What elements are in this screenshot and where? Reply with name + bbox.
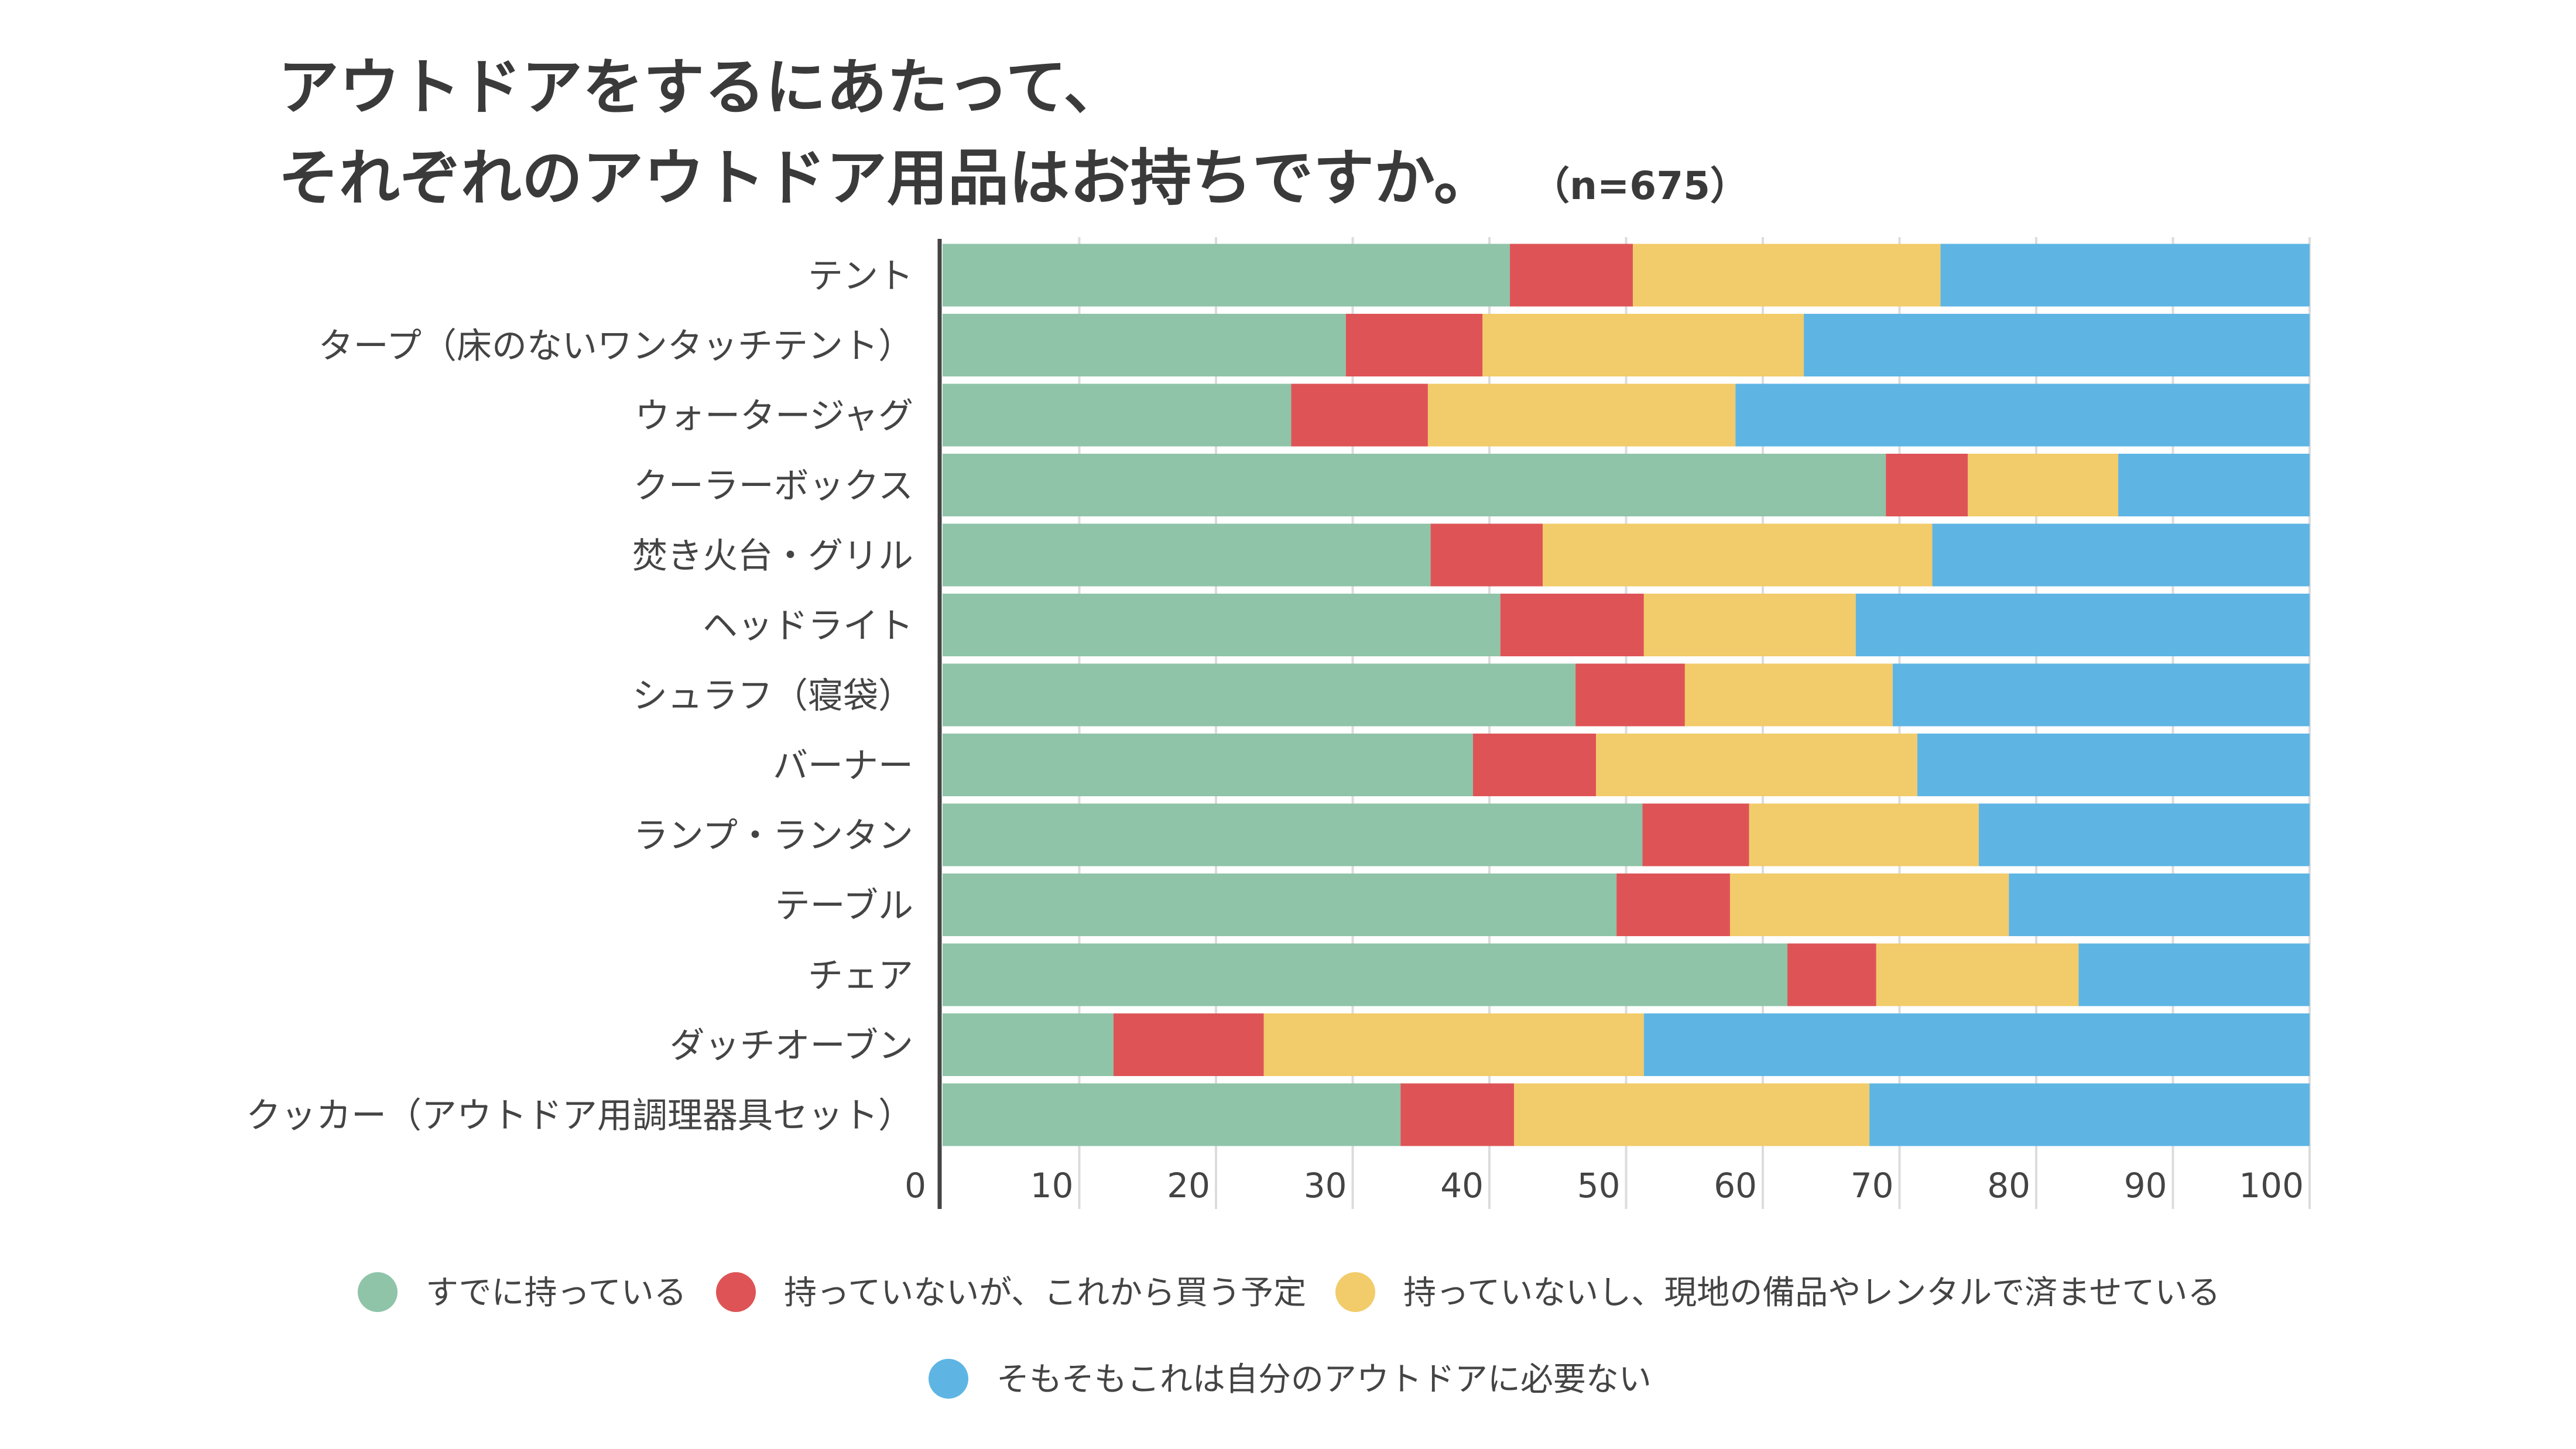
- bar-segment-2: [1430, 523, 1543, 587]
- legend-swatch-2: [716, 1272, 756, 1312]
- category-label: ダッチオーブン: [670, 1026, 913, 1067]
- bar-segment-1: [943, 594, 1501, 656]
- bar-segment-4: [1892, 663, 2310, 727]
- x-tick-label: 100: [2239, 1166, 2304, 1205]
- legend-swatch-1: [358, 1272, 398, 1312]
- bar-segment-3: [1876, 943, 2079, 1006]
- bar-segment-2: [1472, 734, 1597, 796]
- bar-segment-3: [1514, 1083, 1870, 1146]
- bar-segment-3: [1684, 663, 1893, 727]
- bar-segment-2: [1616, 873, 1730, 936]
- bar-segment-4: [1940, 244, 2310, 307]
- category-label: バーナー: [773, 746, 913, 787]
- bar-segment-2: [1575, 663, 1685, 727]
- bar-segment-2: [1510, 244, 1633, 307]
- legend-label-2: 持っていないが、これから買う予定: [784, 1274, 1306, 1312]
- bar-segment-4: [1869, 1083, 2310, 1146]
- bar-segment-2: [1345, 314, 1483, 376]
- legend-label-4: そもそもこれは自分のアウトドアに必要ない: [996, 1361, 1652, 1399]
- bar-segment-1: [943, 383, 1292, 447]
- category-label: テーブル: [775, 886, 913, 927]
- bar-segment-1: [943, 873, 1617, 936]
- bar-segment-2: [1291, 383, 1428, 447]
- category-label: タープ（床のないワンタッチテント）: [318, 326, 913, 367]
- x-tick-label: 0: [905, 1166, 926, 1205]
- x-tick-label: 10: [1030, 1166, 1074, 1205]
- bar-segment-2: [1787, 943, 1876, 1006]
- bar-segment-4: [1978, 803, 2310, 866]
- bar-segment-3: [1749, 803, 1979, 866]
- bar-segment-1: [943, 454, 1886, 516]
- bar-segment-4: [1804, 314, 2310, 376]
- bar-segment-1: [943, 803, 1643, 866]
- bar-segment-3: [1543, 523, 1933, 587]
- chart-title-line1: アウトドアをするにあたって、: [278, 52, 1125, 123]
- bar-segment-3: [1482, 314, 1804, 376]
- bar-segment-4: [1735, 383, 2310, 447]
- category-label: 焚き火台・グリル: [632, 536, 913, 577]
- x-tick-label: 90: [2124, 1166, 2167, 1205]
- bar-segment-4: [2009, 873, 2310, 936]
- bar-segment-1: [943, 1083, 1401, 1146]
- bar-segment-1: [943, 314, 1346, 376]
- x-tick-labels: 0 10 20 30 40 50 60 70 80 90 100: [905, 1166, 2304, 1205]
- bars: [943, 244, 2310, 1146]
- x-tick-label: 50: [1577, 1166, 1621, 1205]
- bar-segment-3: [1633, 244, 1941, 307]
- bar-segment-3: [1263, 1013, 1644, 1076]
- legend-swatch-3: [1335, 1272, 1375, 1312]
- bar-segment-2: [1642, 803, 1749, 866]
- category-label: チェア: [808, 955, 913, 996]
- chart-subtitle: （n=675）: [1531, 163, 1749, 208]
- bar-segment-3: [1968, 454, 2119, 516]
- bar-segment-4: [2078, 943, 2310, 1006]
- bar-segment-4: [2118, 454, 2310, 516]
- category-label: シュラフ（寝袋）: [632, 676, 913, 717]
- x-tick-label: 40: [1440, 1166, 1484, 1205]
- bar-segment-3: [1643, 594, 1856, 656]
- bar-segment-2: [1400, 1083, 1515, 1146]
- legend: すでに持っている 持っていないが、これから買う予定 持っていないし、現地の備品やレン…: [358, 1272, 2221, 1399]
- bar-segment-2: [1113, 1013, 1264, 1076]
- category-label: クーラーボックス: [633, 466, 913, 507]
- bar-segment-1: [943, 244, 1510, 307]
- x-tick-label: 70: [1851, 1166, 1894, 1205]
- category-label: ランプ・ランタン: [633, 816, 913, 857]
- bar-segment-4: [1855, 594, 2310, 656]
- bar-segment-4: [1932, 523, 2310, 587]
- bar-segment-4: [1917, 734, 2310, 796]
- x-tick-label: 20: [1167, 1166, 1210, 1205]
- category-label: ヘッドライト: [703, 606, 913, 647]
- x-tick-label: 60: [1714, 1166, 1757, 1205]
- bar-segment-1: [943, 1013, 1114, 1076]
- bar-segment-1: [943, 523, 1431, 587]
- x-tick-label: 30: [1304, 1166, 1347, 1205]
- legend-label-1: すでに持っている: [426, 1274, 687, 1312]
- legend-label-3: 持っていないし、現地の備品やレンタルで済ませている: [1403, 1274, 2221, 1312]
- category-label: クッカー（アウトドア用調理器具セット）: [246, 1095, 913, 1136]
- bar-segment-2: [1500, 594, 1644, 656]
- category-label: テント: [808, 256, 913, 297]
- category-label: ウォータージャグ: [635, 396, 913, 437]
- bar-segment-1: [943, 734, 1473, 796]
- bar-segment-3: [1596, 734, 1917, 796]
- bar-segment-2: [1886, 454, 1968, 516]
- bar-segment-1: [943, 663, 1576, 727]
- bar-segment-4: [1643, 1013, 2310, 1076]
- bar-segment-1: [943, 943, 1788, 1006]
- legend-swatch-4: [929, 1359, 968, 1399]
- bar-segment-3: [1427, 383, 1736, 447]
- bar-segment-3: [1729, 873, 2009, 936]
- x-tick-label: 80: [1987, 1166, 2030, 1205]
- chart-title-line2: それぞれのアウトドア用品はお持ちですか。: [278, 142, 1495, 214]
